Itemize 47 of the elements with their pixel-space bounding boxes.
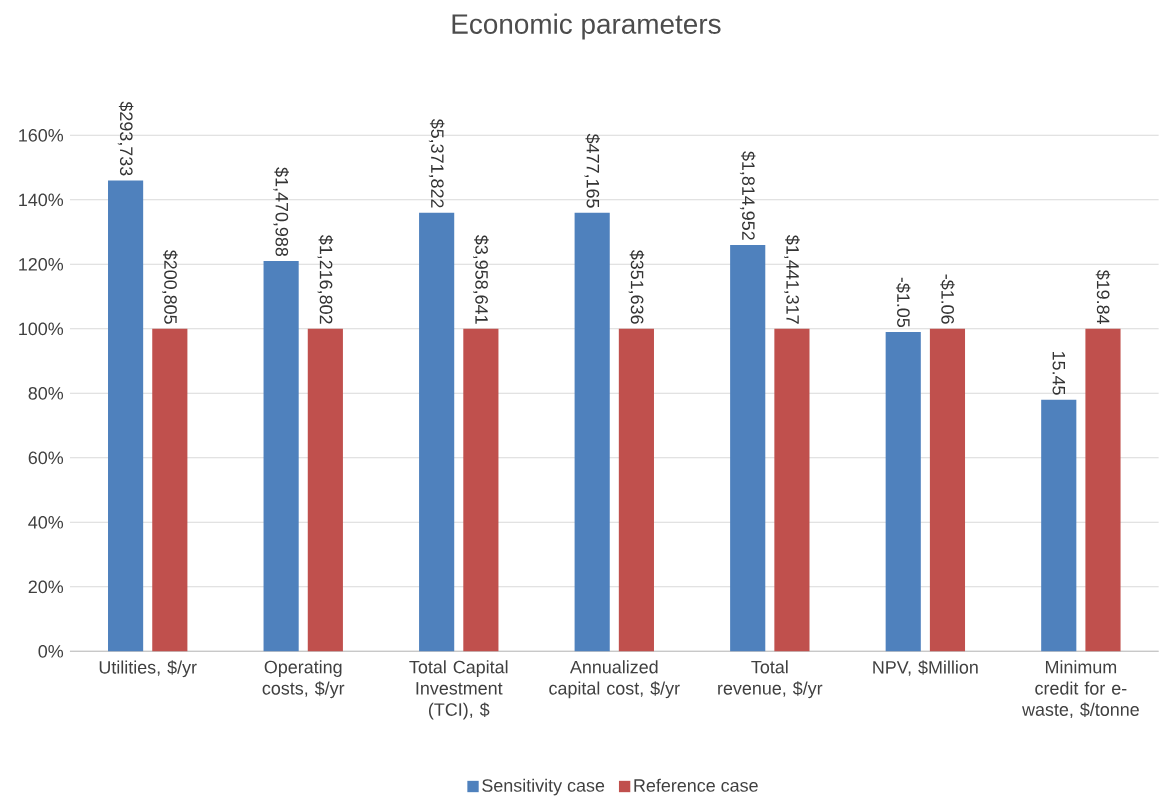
annotation: $1,470,988: [273, 167, 289, 256]
bar: [618, 328, 654, 652]
y-tick-label: 160%: [19, 128, 64, 142]
y-tick-label: 80%: [28, 386, 64, 400]
x-tick-label: NPV, $Million: [873, 660, 978, 676]
x-tick-label: Total Capital Investment (TCI), $: [409, 660, 508, 720]
bar: [1085, 328, 1121, 652]
annotation: $351,636: [628, 249, 645, 324]
bar: [774, 328, 810, 652]
x-tick-label: Annualized capital cost, $/yr: [549, 660, 680, 699]
bar: [419, 212, 455, 652]
bar: [730, 244, 766, 652]
y-tick-label: 100%: [19, 322, 64, 336]
annotation: -$1.05: [895, 277, 911, 327]
annotation: $1,814,952: [739, 151, 756, 240]
y-tick-label: 60%: [28, 451, 64, 465]
bar: [574, 212, 610, 652]
bar: [885, 331, 921, 652]
annotation: $293,733: [117, 101, 134, 176]
annotation: $5,371,822: [428, 118, 445, 208]
x-tick-label: Total revenue, $/yr: [718, 660, 823, 699]
annotation: $1,441,317: [784, 234, 800, 324]
annotation: $1,216,802: [317, 234, 334, 324]
bar: [307, 328, 343, 652]
bar: [929, 328, 966, 652]
chart-title: Economic parameters: [452, 13, 721, 40]
annotation: $477,165: [584, 133, 600, 208]
y-tick-label: 40%: [28, 515, 64, 529]
y-tick-label: 20%: [28, 580, 64, 594]
annotation: $200,805: [162, 249, 178, 324]
y-tick-label: 0%: [38, 644, 64, 658]
annotation: $3,958,641: [473, 234, 489, 324]
x-tick-label: Minimum credit for e-waste, $/tonne: [1022, 660, 1139, 718]
annotation: $19.84: [1095, 269, 1111, 324]
bar: [263, 261, 299, 652]
annotation: -$1.06: [940, 274, 955, 324]
legend-label: Sensitivity case: [482, 778, 605, 796]
annotation: 15.45: [1052, 351, 1066, 395]
x-tick-label: Operating costs, $/yr: [262, 660, 345, 699]
y-tick-label: 120%: [19, 257, 64, 271]
bar: [108, 180, 144, 652]
bar: [1041, 399, 1077, 652]
x-tick-label: Utilities, $/yr: [99, 660, 197, 678]
bar: [152, 328, 188, 652]
y-tick-label: 140%: [19, 193, 64, 207]
bar: [463, 328, 499, 652]
legend-label: Reference case: [634, 778, 758, 792]
